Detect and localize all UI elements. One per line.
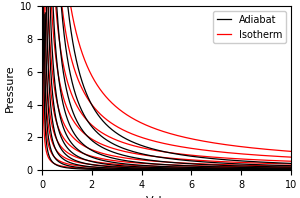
Legend: Adiabat, Isotherm: Adiabat, Isotherm	[213, 11, 286, 43]
Y-axis label: Pressure: Pressure	[4, 64, 14, 112]
X-axis label: Volume: Volume	[146, 196, 187, 198]
